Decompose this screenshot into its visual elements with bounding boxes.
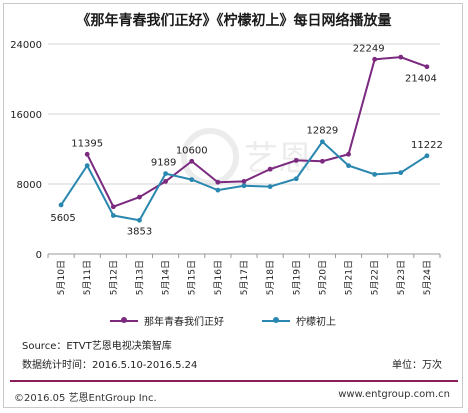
series-1-point: [215, 179, 221, 185]
legend-item-series-2: 柠檬初上: [262, 313, 336, 328]
x-tick-label: 5月20日: [317, 260, 328, 295]
legend-swatch-blue: [262, 316, 290, 323]
series-2-point: [372, 171, 378, 177]
data-label: 3853: [127, 226, 152, 237]
y-tick-label: 8000: [17, 180, 42, 191]
y-tick-label: 24000: [10, 40, 42, 51]
series-1-point: [320, 158, 325, 164]
legend: 那年青春我们正好 柠檬初上: [110, 313, 336, 328]
series-1-point: [267, 166, 273, 172]
x-tick-label: 5月13日: [134, 260, 145, 295]
series-1-point: [84, 151, 90, 157]
x-tick-label: 5月14日: [161, 260, 172, 295]
series-2-point: [110, 213, 116, 218]
series-2-point: [163, 171, 169, 176]
series-1-point: [398, 54, 404, 60]
series-2-point: [398, 170, 404, 176]
series-2-point: [84, 163, 90, 169]
data-label: 11222: [411, 140, 443, 151]
series-1-point: [346, 151, 351, 157]
series-line-1: [86, 56, 428, 208]
data-label: 5605: [50, 213, 75, 224]
series-2-point: [320, 139, 325, 145]
series-1-point: [189, 158, 195, 164]
legend-label: 那年青春我们正好: [144, 317, 224, 328]
data-label: 9189: [151, 158, 176, 169]
x-tick-label: 5月11日: [82, 260, 93, 295]
series-2-point: [267, 184, 273, 190]
series-1-point: [293, 157, 299, 163]
series-1-point: [137, 194, 142, 200]
series-2-point: [424, 153, 430, 159]
series-2-point: [215, 187, 221, 193]
y-tick-label: 0: [36, 250, 42, 261]
series-2-point: [241, 183, 247, 189]
period-note: 数据统计时间：2016.5.10-2016.5.24: [22, 360, 198, 371]
x-tick-label: 5月23日: [396, 260, 407, 295]
series-1-point: [241, 178, 247, 184]
x-tick-label: 5月18日: [265, 260, 276, 295]
x-tick-label: 5月16日: [213, 260, 224, 295]
watermark-logo: 艺恩: [181, 128, 312, 186]
data-label: 21404: [405, 74, 437, 85]
x-tick-label: 5月21日: [344, 260, 355, 295]
x-tick-label: 5月15日: [187, 260, 198, 295]
data-label: 12829: [306, 126, 338, 137]
series-2-point: [189, 177, 195, 183]
series-2-point: [346, 163, 351, 169]
footer-divider: [10, 380, 458, 382]
data-label: 11395: [71, 138, 103, 149]
x-tick-label: 5月10日: [56, 260, 67, 295]
footer-copyright: ©2016.05 艺恩EntGroup Inc.: [14, 393, 157, 404]
footer-website: www.entgroup.com.cn: [338, 389, 450, 400]
series-1-point: [110, 204, 116, 210]
series-2-point: [293, 176, 299, 182]
series-2-point: [58, 202, 64, 208]
series-1-point: [424, 64, 430, 70]
source-note: Source：ETVT艺恩电视决策智库: [22, 341, 172, 352]
chart-frame: [3, 3, 463, 408]
y-tick-label: 16000: [10, 110, 42, 121]
series-1-point: [163, 178, 169, 184]
series-2-point: [137, 217, 142, 223]
series-1-point: [372, 56, 378, 62]
x-tick-label: 5月17日: [239, 260, 250, 295]
legend-item-series-1: 那年青春我们正好: [110, 313, 224, 328]
data-label: 10600: [176, 145, 208, 156]
legend-swatch-purple: [110, 316, 138, 323]
chart-title: 《那年青春我们正好》《柠檬初上》每日网络播放量: [76, 13, 392, 29]
legend-label: 柠檬初上: [296, 317, 336, 328]
unit-note: 单位：万次: [392, 360, 442, 371]
x-tick-label: 5月19日: [291, 260, 302, 295]
x-tick-label: 5月12日: [108, 260, 119, 295]
data-label: 22249: [353, 43, 385, 54]
x-tick-label: 5月22日: [370, 260, 381, 295]
x-tick-label: 5月24日: [422, 260, 433, 295]
